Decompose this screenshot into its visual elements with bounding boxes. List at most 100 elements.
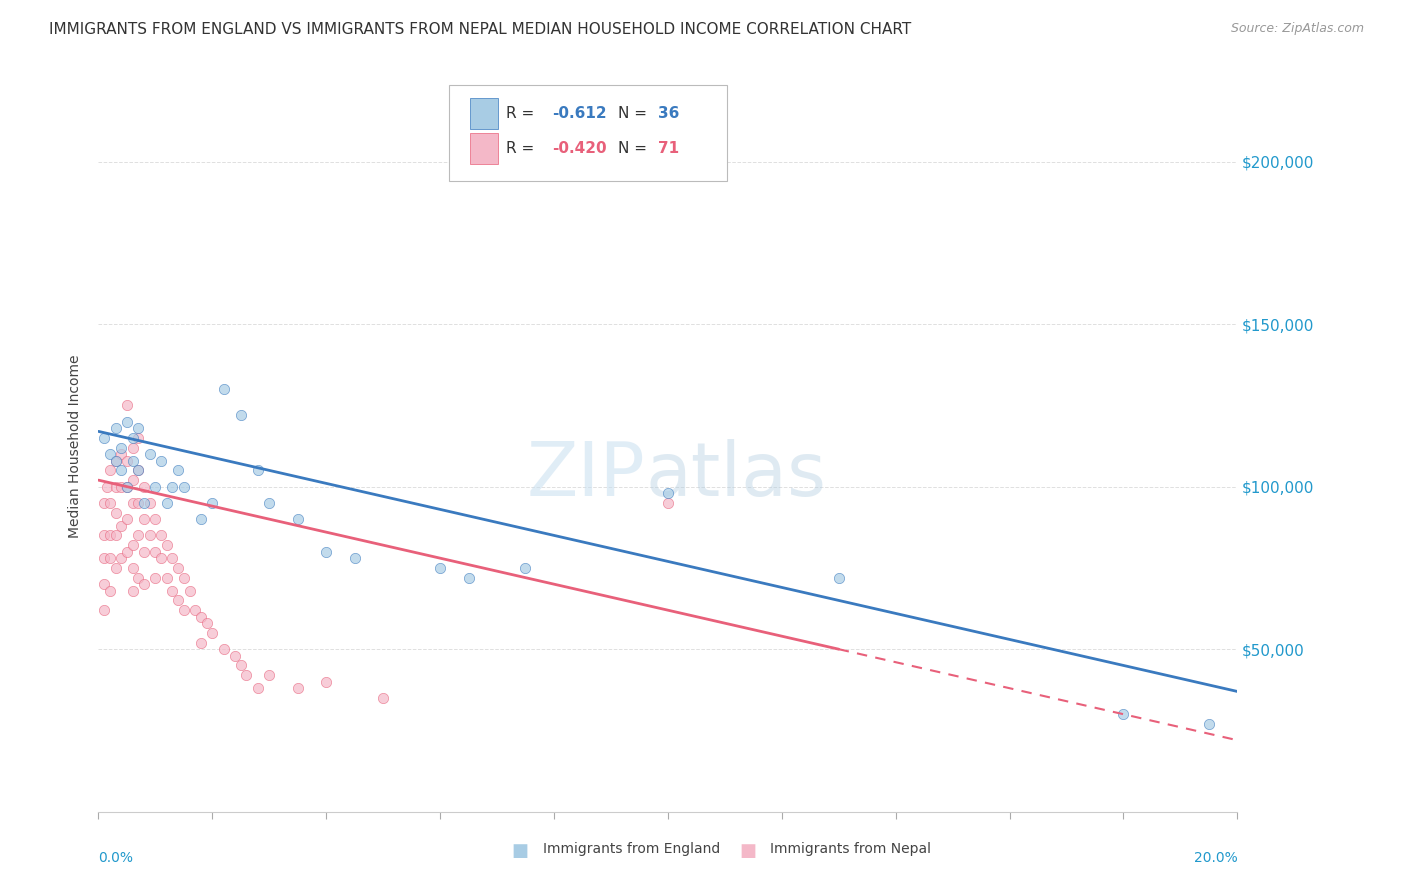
Point [132,496,155,510]
Point [98,447,121,461]
Point [167,463,190,477]
Point [145,571,167,585]
Point [121,496,143,510]
Text: Immigrants from Nepal: Immigrants from Nepal [770,842,931,856]
Point [132,480,155,494]
Point [657,486,679,500]
Point [132,544,155,558]
Text: atlas: atlas [645,439,827,512]
Point [167,561,190,575]
Point [150,528,173,542]
Point [104,453,127,467]
Point [167,593,190,607]
Point [121,453,143,467]
Point [110,518,132,533]
Point [132,512,155,526]
Point [287,512,309,526]
Point [201,496,224,510]
Point [259,496,281,510]
Point [145,544,167,558]
Text: 36: 36 [658,105,679,120]
Point [246,463,269,477]
Text: -0.612: -0.612 [551,105,606,120]
Point [212,642,235,657]
Point [150,551,173,566]
Point [104,506,127,520]
Point [190,512,212,526]
Point [429,561,451,575]
Point [121,473,143,487]
Text: Immigrants from England: Immigrants from England [543,842,720,856]
Point [104,421,127,435]
Point [121,441,143,455]
Point [235,668,257,682]
Point [315,544,337,558]
Text: R =: R = [506,141,540,156]
Point [212,382,235,396]
Point [246,681,269,696]
Point [121,561,143,575]
Point [184,603,207,617]
Point [173,603,195,617]
Point [127,463,149,477]
Point [457,571,479,585]
Point [127,528,149,542]
Point [127,431,149,445]
Point [195,616,218,631]
Point [93,431,115,445]
Text: R =: R = [506,105,540,120]
Text: ZIP: ZIP [526,439,645,512]
Point [179,583,201,598]
Point [315,674,337,689]
Point [110,447,132,461]
Point [115,415,138,429]
Point [515,561,537,575]
Point [115,398,138,412]
Point [104,480,127,494]
Point [373,690,395,705]
Text: 0.0%: 0.0% [98,851,134,864]
Point [190,609,212,624]
Point [104,528,127,542]
Point [93,603,115,617]
Point [104,453,127,467]
Point [229,658,252,673]
Point [115,512,138,526]
Point [259,668,281,682]
Point [110,463,132,477]
Point [224,648,246,663]
Point [828,571,851,585]
Point [98,551,121,566]
Point [115,453,138,467]
Text: -0.420: -0.420 [551,141,606,156]
Point [287,681,309,696]
Point [127,571,149,585]
Text: 71: 71 [658,141,679,156]
Point [93,496,115,510]
Point [127,496,149,510]
Text: 20.0%: 20.0% [1194,851,1237,864]
Point [156,571,179,585]
Text: N =: N = [617,141,651,156]
Point [138,528,160,542]
Point [162,583,184,598]
Y-axis label: Median Household Income: Median Household Income [69,354,83,538]
Point [110,480,132,494]
Point [98,463,121,477]
Point [343,551,366,566]
Point [156,496,179,510]
Point [93,577,115,591]
Point [127,421,149,435]
Text: N =: N = [617,105,651,120]
Point [1198,717,1220,731]
Point [132,577,155,591]
Point [98,496,121,510]
Point [115,480,138,494]
FancyBboxPatch shape [470,133,498,163]
FancyBboxPatch shape [449,86,727,181]
Point [104,561,127,575]
Point [110,441,132,455]
Point [98,583,121,598]
Point [162,480,184,494]
Point [145,512,167,526]
